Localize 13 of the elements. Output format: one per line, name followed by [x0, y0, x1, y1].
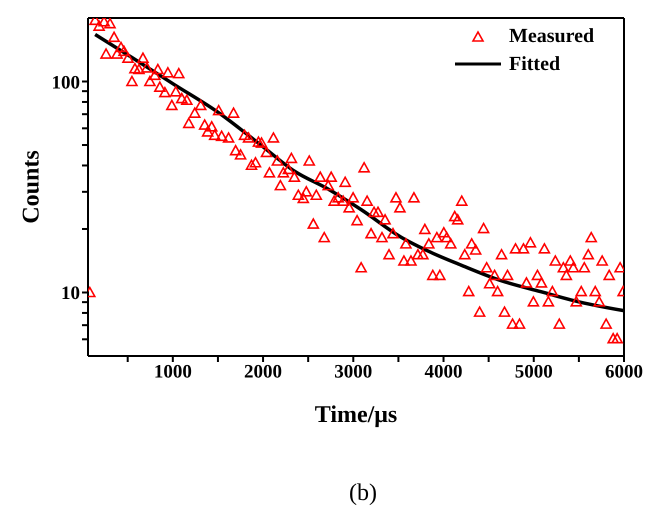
- y-tick-label: 100: [52, 72, 80, 94]
- x-tick-label: 2000: [244, 361, 282, 382]
- x-axis-title: Time/μs: [314, 402, 398, 428]
- x-tick-label: 3000: [334, 361, 372, 382]
- x-tick-label: 4000: [424, 361, 463, 382]
- x-tick-label: 1000: [154, 361, 192, 382]
- y-tick-label: 10: [61, 283, 80, 304]
- x-tick-label: 5000: [514, 361, 553, 382]
- text: (b): [348, 480, 378, 507]
- y-axis-title: Counts: [18, 150, 45, 224]
- legend-label: Fitted: [509, 52, 560, 76]
- x-tick-label: 6000: [605, 361, 643, 382]
- legend-label: Measured: [509, 24, 594, 48]
